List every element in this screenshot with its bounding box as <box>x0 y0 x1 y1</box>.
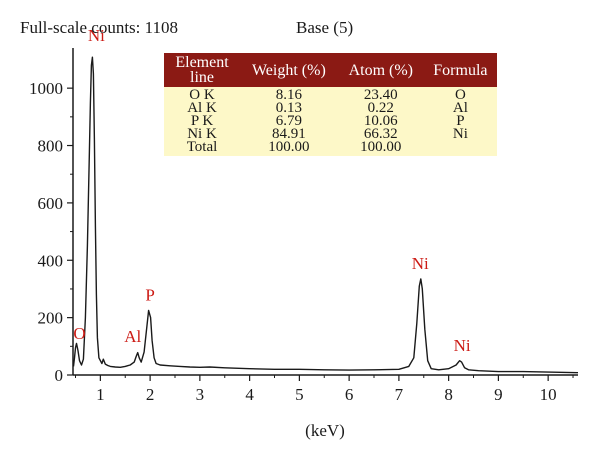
base-label: Base (5) <box>296 18 354 37</box>
table-cell-weight: 84.91 <box>272 126 306 142</box>
table-cell-atom: 100.00 <box>360 139 402 155</box>
table-row: Total 100.00 100.00 <box>164 139 497 156</box>
y-tick-label: 800 <box>38 137 64 156</box>
x-axis-label: (keV) <box>305 421 345 440</box>
table-row: Ni K 84.91 66.32 Ni <box>164 126 497 142</box>
x-tick-label: 10 <box>540 385 557 404</box>
x-tick-label: 5 <box>295 385 304 404</box>
table-row: P K 6.79 10.06 P <box>164 113 497 129</box>
x-tick-label: 7 <box>395 385 404 404</box>
table-cell-element: Total <box>186 139 218 155</box>
table-cell-formula: O <box>454 87 466 103</box>
series-layer <box>72 56 579 374</box>
table-cell-weight: 100.00 <box>268 139 310 155</box>
y-tick-label: 400 <box>38 251 64 270</box>
x-tick-label: 2 <box>146 385 155 404</box>
x-tick-label: 3 <box>196 385 205 404</box>
peak-label: Ni <box>454 336 471 355</box>
y-tick-label: 1000 <box>29 79 63 98</box>
table-cell-weight: 8.16 <box>275 87 303 103</box>
peak-label: Al <box>124 327 141 346</box>
peak-label: Ni <box>412 254 429 273</box>
col-header-weight: Weight (%) <box>240 53 338 87</box>
peak-label: O <box>73 324 85 343</box>
full-scale-counts: Full-scale counts: 1108 <box>20 18 179 37</box>
table-cell-formula <box>424 141 497 156</box>
table-cell-atom: 0.22 <box>367 100 394 116</box>
col-header-formula: Formula <box>423 53 497 87</box>
peak-label: P <box>145 285 154 304</box>
table-cell-atom: 10.06 <box>363 113 398 129</box>
col-header-atom: Atom (%) <box>337 53 424 87</box>
x-tick-label: 9 <box>494 385 503 404</box>
x-tick-label: 1 <box>96 385 105 404</box>
y-tick-label: 200 <box>38 309 64 328</box>
table-cell-formula: Al <box>452 100 468 116</box>
y-tick-label: 600 <box>38 194 64 213</box>
table-cell-formula: Ni <box>452 126 468 142</box>
table-cell-element: O K <box>189 87 215 103</box>
table-row: O K 8.16 23.40 O <box>164 87 497 103</box>
table-cell-weight: 6.79 <box>275 113 303 129</box>
table-header-row: Element line Weight (%) Atom (%) Formula <box>164 53 497 87</box>
peak-label: Ni <box>88 26 105 45</box>
x-tick-label: 4 <box>245 385 254 404</box>
table-cell-weight: 0.13 <box>275 100 303 116</box>
table-row: Al K 0.13 0.22 Al <box>164 100 497 116</box>
table-cell-formula: P <box>456 113 465 129</box>
table-body: O K 8.16 23.40 O Al K 0.13 0.22 Al P K 6.79 10.06 P… <box>164 87 497 156</box>
axes: 0 200 400 600 800 1000 1 2 3 4 5 6 7 8 9 10 <box>29 48 578 404</box>
table-cell-element: Al K <box>187 100 217 116</box>
col-header-element: Element line <box>164 53 240 87</box>
table-cell-atom: 66.32 <box>363 126 398 142</box>
x-tick-label: 6 <box>345 385 354 404</box>
y-tick-label: 0 <box>55 366 64 385</box>
x-tick-label: 8 <box>444 385 453 404</box>
composition-table: Element line Weight (%) Atom (%) Formula… <box>164 53 497 156</box>
table-cell-element: Ni K <box>187 126 217 142</box>
table-cell-atom: 23.40 <box>363 87 398 103</box>
table-cell-element: P K <box>190 113 214 129</box>
spectrum-series-line <box>72 56 579 374</box>
